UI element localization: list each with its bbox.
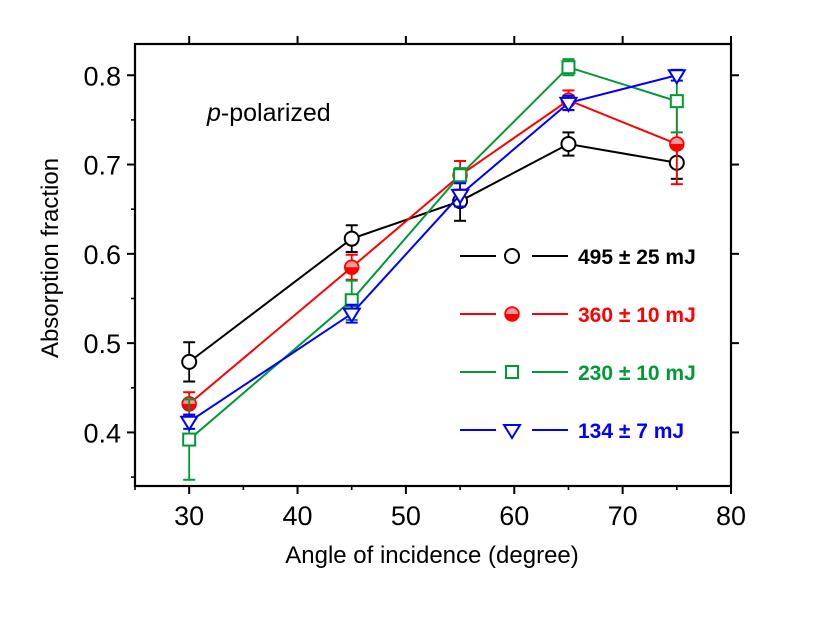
y-tick-label: 0.4 — [83, 418, 121, 448]
data-point — [667, 69, 687, 86]
data-point — [181, 353, 198, 370]
legend-label: 495 ± 25 mJ — [578, 246, 696, 269]
legend-entry-2: 230 ± 10 mJ — [460, 361, 696, 385]
data-point — [450, 188, 470, 205]
legend-entry-1: 360 ± 10 mJ — [460, 303, 696, 327]
legend-marker — [504, 248, 520, 264]
y-tick-label: 0.5 — [83, 329, 121, 359]
x-tick-label: 80 — [716, 501, 746, 531]
data-point — [343, 230, 360, 247]
series-layer — [179, 58, 687, 481]
legend-marker — [504, 306, 520, 322]
legend-marker — [505, 365, 519, 379]
data-point — [179, 415, 199, 432]
marker-highlight — [345, 261, 358, 268]
polarization-annotation: p-polarized — [206, 99, 331, 127]
data-point — [453, 168, 468, 183]
annotation-italic: p — [206, 99, 221, 127]
marker-highlight — [670, 138, 683, 145]
data-point — [341, 307, 362, 324]
legend-entry-0: 495 ± 25 mJ — [460, 245, 696, 269]
data-point — [560, 136, 577, 153]
x-tick-label: 60 — [499, 501, 529, 531]
y-axis: 0.4 0.5 0.6 0.7 0.8 — [83, 61, 739, 478]
marker-highlight — [506, 308, 518, 314]
plot-border — [133, 42, 733, 488]
legend-label: 230 ± 10 mJ — [578, 362, 696, 385]
x-axis-title: Angle of incidence (degree) — [285, 542, 579, 569]
data-point — [669, 94, 684, 109]
x-tick-label: 40 — [283, 501, 313, 531]
y-axis-title: Absorption fraction — [37, 158, 64, 358]
x-tick-label: 30 — [174, 501, 204, 531]
y-tick-label: 0.6 — [83, 240, 121, 270]
legend-label: 360 ± 10 mJ — [578, 304, 696, 327]
y-tick-label: 0.8 — [83, 61, 121, 91]
x-axis: 30 40 50 60 70 80 — [134, 36, 746, 531]
y-tick-label: 0.7 — [83, 151, 121, 181]
legend: 495 ± 25 mJ 360 ± 10 mJ 230 ± 10 mJ 134 ± 7… — [460, 245, 696, 443]
series-3 — [179, 68, 687, 432]
legend-marker — [502, 424, 522, 440]
legend-entry-3: 134 ± 7 mJ — [460, 419, 684, 443]
annotation-rest: -polarized — [221, 99, 331, 127]
legend-label: 134 ± 7 mJ — [578, 420, 684, 443]
data-point — [558, 96, 579, 113]
data-point — [182, 432, 197, 447]
data-point — [343, 259, 360, 275]
x-tick-label: 70 — [608, 501, 638, 531]
data-point — [669, 136, 685, 152]
x-tick-label: 50 — [391, 501, 421, 531]
data-point — [561, 60, 576, 75]
plot-frame — [133, 42, 733, 488]
